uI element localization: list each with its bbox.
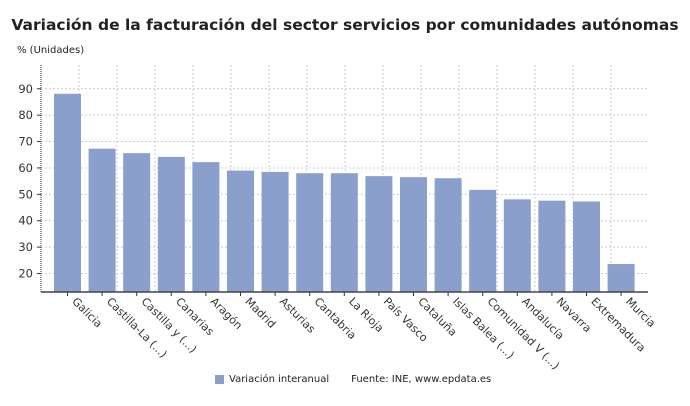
bar: [573, 201, 600, 292]
bar: [157, 156, 185, 292]
bar: [365, 176, 393, 292]
y-tick-label: 20: [18, 267, 33, 281]
legend: Variación interanual Fuente: INE, www.ep…: [215, 374, 491, 385]
bar: [503, 199, 531, 292]
y-tick-label: 70: [18, 135, 33, 149]
y-tick-label: 80: [18, 108, 33, 122]
x-tick-label: Islas Balea (...): [450, 295, 517, 362]
x-tick-label: Castilla-La (...): [104, 295, 170, 361]
x-tick-label: Madrid: [242, 295, 278, 331]
bar: [54, 93, 81, 292]
bar: [261, 171, 289, 292]
bar: [538, 200, 566, 292]
bar: [434, 178, 462, 292]
bar: [607, 264, 635, 292]
y-axis-label: % (Unidades): [17, 45, 85, 56]
y-tick-label: 50: [18, 187, 33, 201]
bar: [123, 153, 151, 292]
bar: [192, 162, 220, 292]
y-tick-label: 90: [18, 82, 33, 96]
legend-label: Variación interanual: [229, 374, 330, 385]
bar: [330, 173, 358, 292]
source-text: Fuente: INE, www.epdata.es: [351, 374, 492, 385]
bar: [296, 173, 324, 292]
chart-title: Variación de la facturación del sector s…: [11, 16, 679, 34]
bar: [88, 148, 116, 292]
y-tick-label: 40: [18, 214, 33, 228]
bar: [469, 189, 497, 292]
bar: [227, 170, 254, 292]
bar: [400, 177, 427, 292]
x-tick-label: Asturias: [277, 295, 318, 336]
y-tick-label: 30: [18, 240, 33, 254]
y-tick-label: 60: [18, 161, 33, 175]
x-tick-label: Galicia: [69, 295, 105, 331]
legend-swatch: [215, 375, 224, 384]
